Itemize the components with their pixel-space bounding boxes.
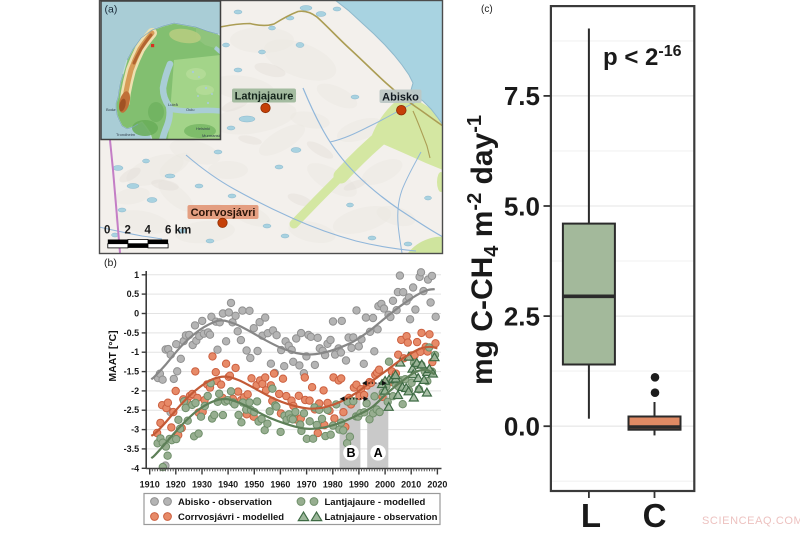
- svg-text:SCIENCEAQ.COM: SCIENCEAQ.COM: [702, 515, 800, 527]
- svg-text:-4: -4: [131, 463, 139, 473]
- svg-text:B: B: [346, 446, 355, 460]
- svg-text:-2: -2: [131, 386, 139, 396]
- svg-text:A: A: [374, 446, 383, 460]
- svg-text:1920: 1920: [166, 480, 186, 490]
- svg-text:4: 4: [145, 225, 152, 237]
- svg-text:1970: 1970: [297, 480, 317, 490]
- svg-text:0: 0: [104, 225, 110, 237]
- svg-text:(a): (a): [105, 4, 118, 16]
- svg-text:2010: 2010: [401, 480, 421, 490]
- svg-text:0.5: 0.5: [127, 289, 140, 299]
- svg-text:1930: 1930: [192, 480, 212, 490]
- svg-text:-3: -3: [131, 425, 139, 435]
- svg-text:-0.5: -0.5: [124, 328, 140, 338]
- svg-text:L: L: [581, 497, 601, 530]
- svg-text:1: 1: [134, 270, 139, 280]
- svg-text:(b): (b): [104, 257, 117, 269]
- svg-text:0.0: 0.0: [504, 412, 540, 442]
- svg-text:1980: 1980: [323, 480, 343, 490]
- svg-text:2.5: 2.5: [504, 301, 540, 331]
- svg-text:Luleå: Luleå: [168, 102, 179, 107]
- svg-text:Trondheim: Trondheim: [116, 132, 136, 137]
- svg-text:2: 2: [125, 225, 131, 237]
- svg-text:C: C: [643, 497, 667, 530]
- svg-text:Corrvosjávri: Corrvosjávri: [191, 207, 256, 219]
- svg-text:-1: -1: [131, 347, 139, 357]
- svg-text:1940: 1940: [218, 480, 238, 490]
- svg-text:MAAT [°C]: MAAT [°C]: [107, 330, 119, 381]
- svg-text:7.5: 7.5: [504, 81, 540, 111]
- svg-text:Bodø: Bodø: [106, 107, 116, 112]
- svg-text:Helsinki: Helsinki: [196, 126, 210, 131]
- svg-text:-1.5: -1.5: [124, 367, 140, 377]
- svg-text:5.0: 5.0: [504, 191, 540, 221]
- svg-text:1950: 1950: [244, 480, 264, 490]
- svg-text:1990: 1990: [349, 480, 369, 490]
- svg-text:2000: 2000: [375, 480, 395, 490]
- svg-text:(c): (c): [481, 4, 493, 15]
- svg-text:Oulu: Oulu: [186, 107, 194, 112]
- svg-text:0: 0: [134, 309, 139, 319]
- svg-text:Abisko: Abisko: [382, 91, 419, 103]
- svg-text:6 km: 6 km: [165, 225, 191, 237]
- svg-text:2020: 2020: [427, 480, 447, 490]
- svg-text:-3.5: -3.5: [124, 444, 140, 454]
- svg-text:-2.5: -2.5: [124, 405, 140, 415]
- svg-text:Murmansk: Murmansk: [202, 133, 221, 138]
- svg-text:Latnjajaure: Latnjajaure: [235, 91, 294, 103]
- svg-text:Lantjajaure - modelled: Lantjajaure - modelled: [325, 497, 426, 508]
- svg-text:1960: 1960: [270, 480, 290, 490]
- svg-text:Latnjajaure - observation: Latnjajaure - observation: [325, 512, 438, 523]
- svg-text:Abisko - observation: Abisko - observation: [178, 497, 272, 508]
- svg-text:Corrvosjávri - modelled: Corrvosjávri - modelled: [178, 512, 284, 523]
- svg-text:1910: 1910: [140, 480, 160, 490]
